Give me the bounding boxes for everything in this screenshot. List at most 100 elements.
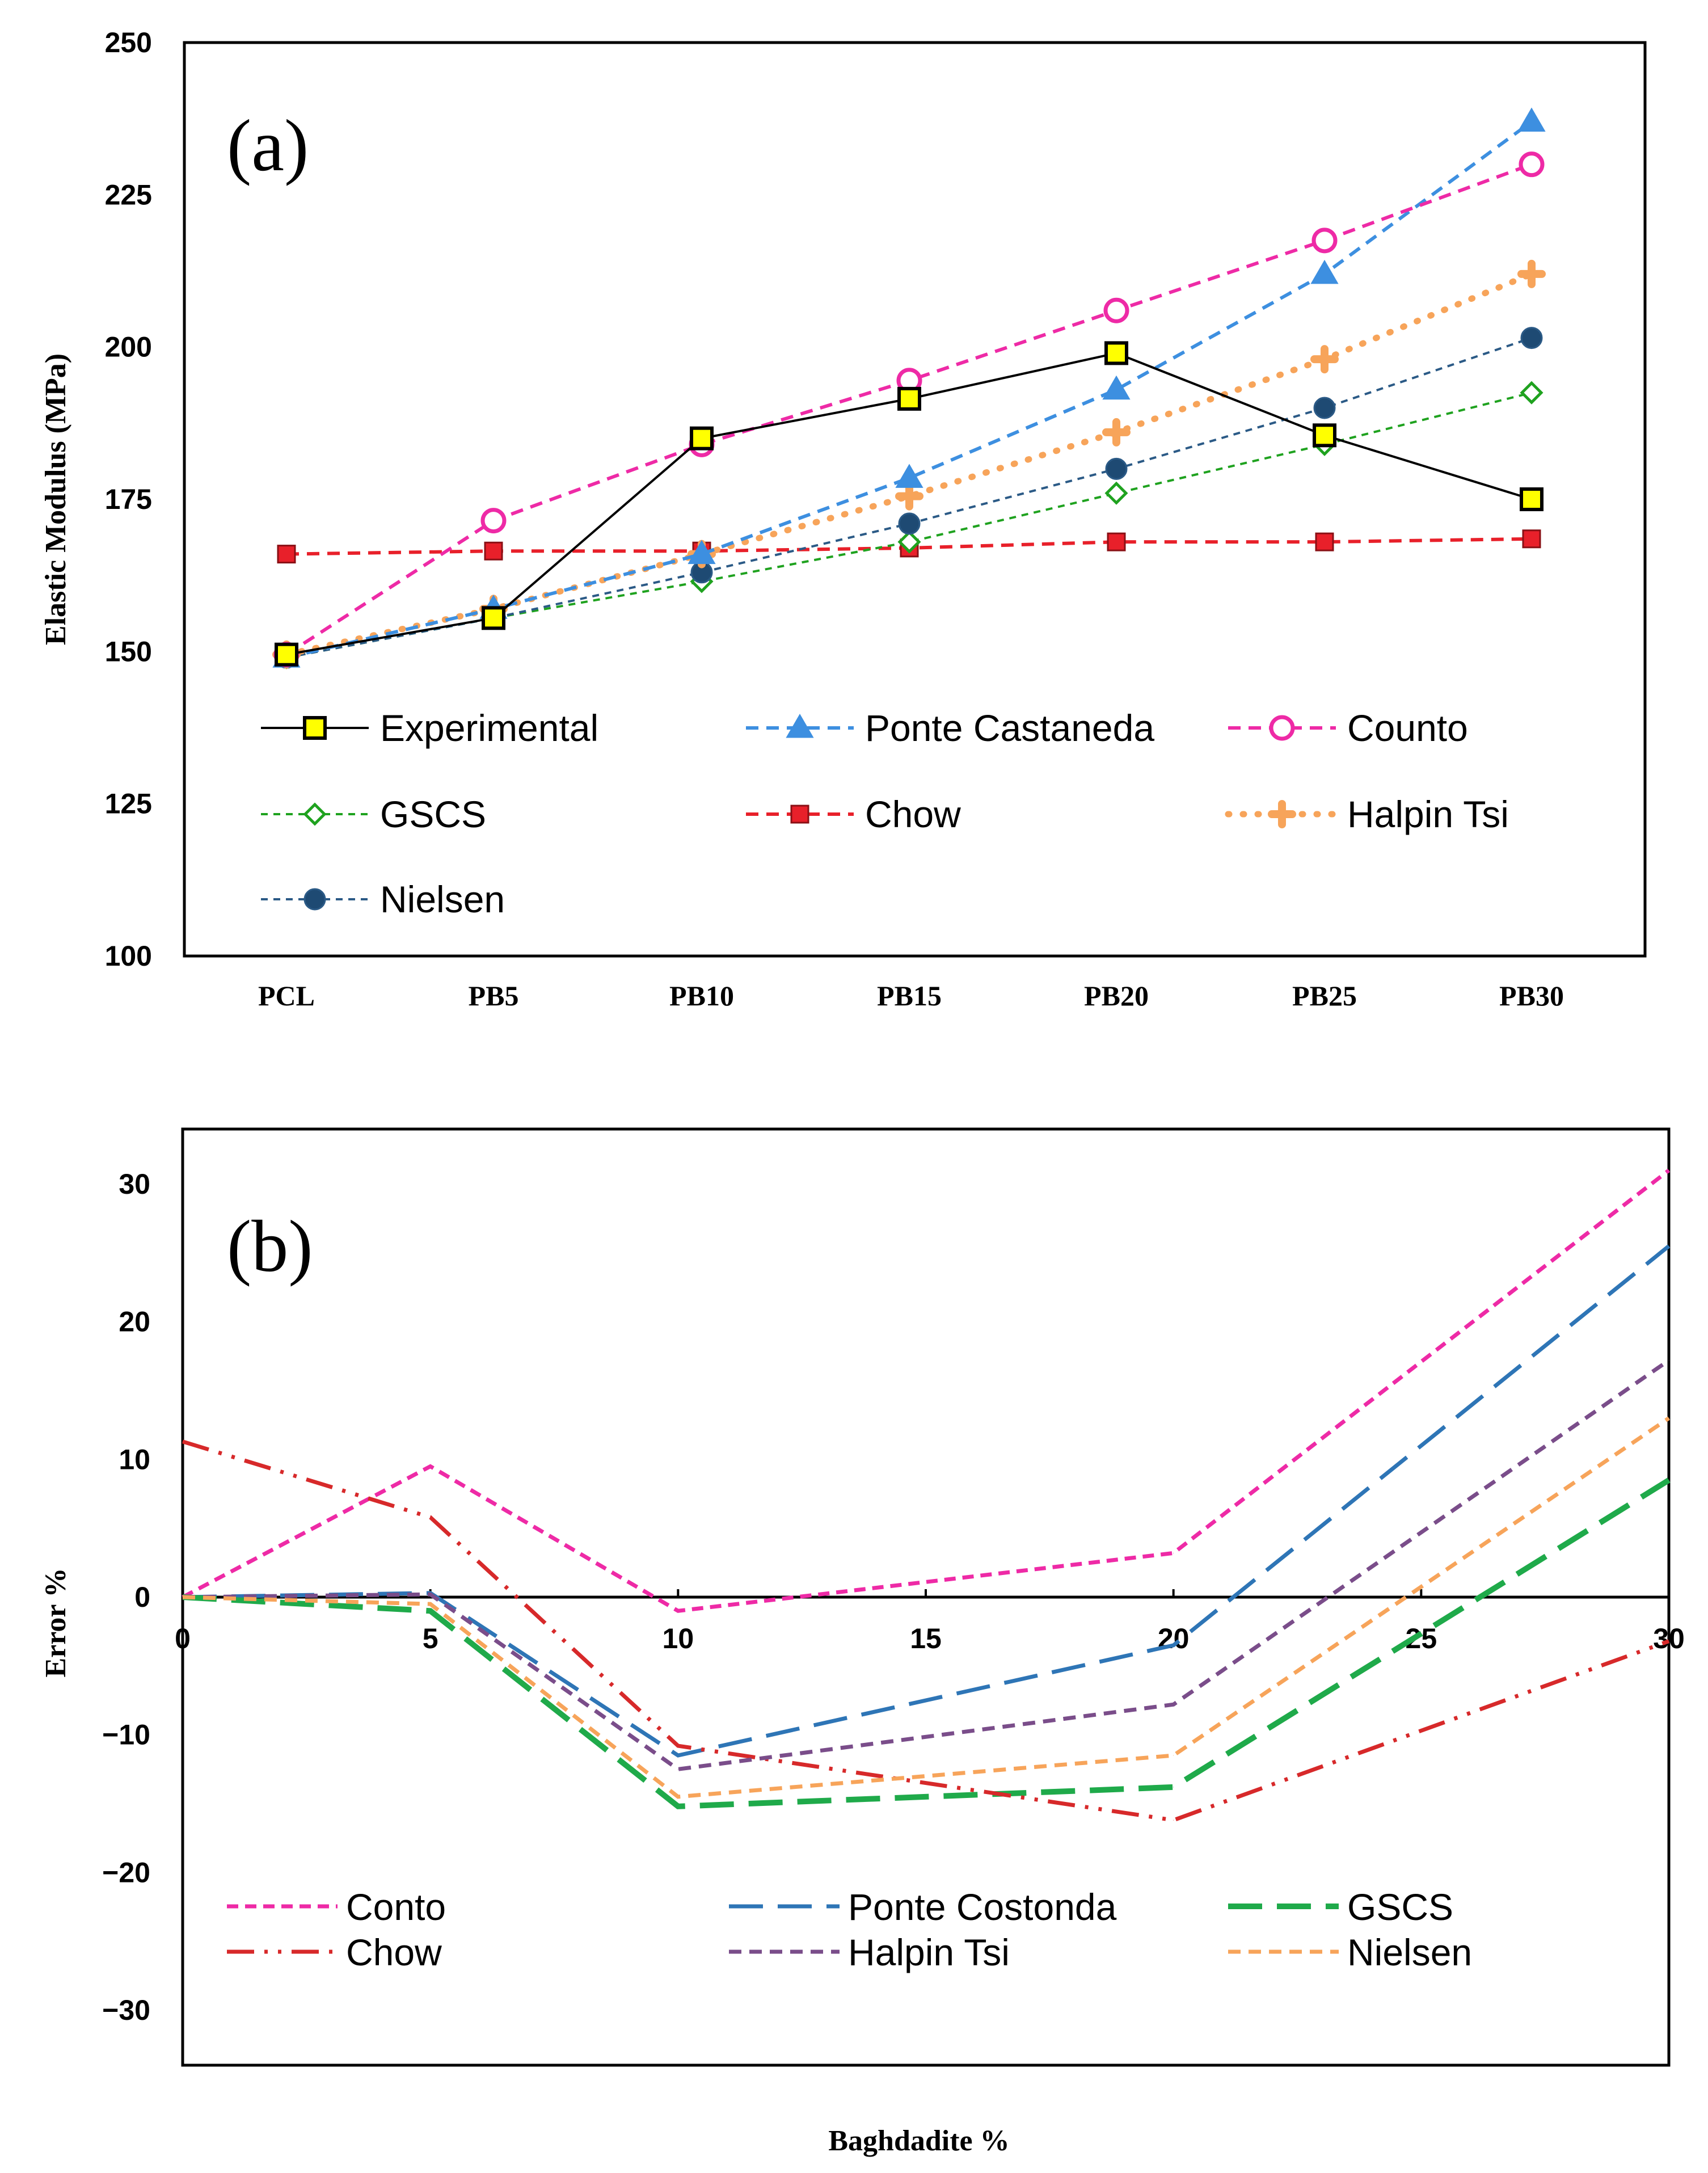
chart-a: 100 125 150 175 200 225 250 PCL PB5 PB10 PB15 PB20… [40, 27, 1647, 1012]
legend-item-ponte-costonda: Ponte Costonda [729, 1886, 1117, 1928]
legend-label-nielsen: Nielsen [380, 878, 505, 920]
legend-label-gscs: GSCS [1347, 1886, 1453, 1928]
chart-b-y-tick-label: 0 [134, 1581, 150, 1613]
legend-label-halpin-tsi: Halpin Tsi [1347, 793, 1509, 835]
chart-a-y-tick-label: 150 [105, 635, 152, 667]
legend-item-halpin-tsi: Halpin Tsi [729, 1931, 1010, 1973]
chart-a-x-tick-label: PB15 [877, 980, 942, 1012]
chart-b-y-tick-label: 20 [119, 1306, 150, 1338]
data-point-chow [1522, 529, 1541, 549]
chart-b-y-tick-label: −30 [102, 1994, 150, 2026]
series-line-halpin-tsi [182, 1358, 1670, 1771]
chart-a-x-tick-label: PB30 [1499, 980, 1564, 1012]
legend-item-counto: Counto [1228, 707, 1468, 749]
chart-a-y-axis-title: Elastic Modulus (MPa) [40, 353, 72, 645]
chart-b-series [182, 1169, 1671, 1822]
chart-a-x-tick-label: PCL [258, 980, 315, 1012]
chart-b-x-tick-label: 15 [910, 1623, 942, 1654]
data-point-ponte-castaneda [895, 464, 923, 488]
chart-b-y-axis-title: Error % [40, 1568, 72, 1677]
data-point-counto [480, 508, 507, 534]
series-halpin-tsi [182, 1358, 1670, 1771]
data-point-halpin-tsi [895, 482, 923, 511]
data-point-halpin-tsi [1102, 418, 1131, 447]
data-point-chow [1173, 1820, 1174, 1821]
legend-marker-counto [1269, 715, 1295, 741]
chart-b-x-tick-label: 0 [175, 1623, 191, 1654]
legend-item-gscs: GSCS [261, 793, 486, 835]
chart-a-y-tick-label: 175 [105, 483, 152, 515]
chart-b-legend: Conto Ponte Costonda GSCS Chow Halpin Tsi Nie… [227, 1886, 1472, 1973]
data-point-nielsen [430, 1603, 431, 1605]
data-point-chow [277, 545, 296, 564]
legend-label-ponte-costonda: Ponte Costonda [848, 1886, 1117, 1928]
legend-label-ponte-castaneda: Ponte Castaneda [865, 707, 1154, 749]
data-point-nielsen [1520, 327, 1543, 349]
chart-a-legend: Experimental Ponte Castaneda Counto GSCS Cho… [261, 707, 1509, 920]
data-point-ponte-castaneda [1102, 375, 1131, 400]
data-point-chow [430, 1517, 431, 1518]
chart-a-y-axis: 100 125 150 175 200 225 250 [105, 27, 152, 972]
chart-a-y-tick-label: 225 [105, 179, 152, 210]
legend-label-gscs: GSCS [380, 793, 486, 835]
data-point-counto [1103, 297, 1129, 323]
chart-a-y-tick-label: 125 [105, 788, 152, 820]
data-point-experimental [1104, 341, 1128, 365]
data-point-conto [430, 1465, 431, 1467]
data-point-experimental [897, 386, 921, 411]
chart-a-y-tick-label: 250 [105, 27, 152, 58]
data-point-gscs [897, 530, 921, 554]
chart-a-panel-label: (a) [227, 105, 309, 187]
chart-b-y-tick-label: −10 [102, 1719, 150, 1751]
legend-marker-nielsen [303, 888, 326, 911]
series-chow [182, 1439, 1670, 1822]
chart-b-y-tick-label: 10 [119, 1443, 150, 1475]
legend-marker-halpin-tsi [1268, 800, 1296, 828]
data-point-nielsen [1173, 1755, 1174, 1756]
chart-b-x-axis: 0 5 10 15 20 25 30 [175, 1589, 1685, 1654]
chart-a-x-tick-label: PB10 [669, 980, 734, 1012]
data-point-gscs [1104, 481, 1128, 505]
legend-item-experimental: Experimental [261, 707, 598, 749]
data-point-ponte-castaneda [688, 540, 716, 565]
legend-item-chow: Chow [227, 1931, 442, 1973]
legend-marker-gscs [303, 802, 327, 826]
chart-b-x-tick-label: 10 [663, 1623, 694, 1654]
chart-b-panel-label: (b) [227, 1206, 313, 1287]
chart-b-x-axis-title: Baghdadite % [828, 2125, 1009, 2157]
data-point-chow [1107, 532, 1126, 551]
data-point-halpin-tsi [1173, 1704, 1174, 1705]
chart-a-x-tick-label: PB25 [1292, 980, 1357, 1012]
legend-label-chow: Chow [865, 793, 961, 835]
data-point-experimental [690, 426, 714, 450]
data-point-experimental [1313, 423, 1336, 448]
data-point-experimental [482, 606, 505, 630]
chart-a-x-axis: PCL PB5 PB10 PB15 PB20 PB25 PB30 [258, 980, 1564, 1012]
chart-b-y-tick-label: 30 [119, 1168, 150, 1200]
data-point-experimental [275, 642, 298, 667]
data-point-chow [484, 541, 503, 561]
data-point-ponte-castaneda [1517, 107, 1546, 132]
data-point-counto [1311, 228, 1338, 254]
legend-item-conto: Conto [227, 1886, 446, 1928]
legend-item-nielsen: Nielsen [1228, 1931, 1472, 1973]
series-experimental [275, 341, 1543, 667]
legend-marker-chow [790, 805, 809, 824]
data-point-experimental [1520, 487, 1543, 511]
series-nielsen [182, 1416, 1670, 1799]
legend-marker-ponte-castaneda [786, 714, 814, 738]
legend-item-ponte-castaneda: Ponte Castaneda [746, 707, 1154, 749]
chart-a-series [272, 107, 1546, 669]
data-point-nielsen [1313, 397, 1336, 419]
data-point-nielsen [898, 512, 921, 535]
legend-label-counto: Counto [1347, 707, 1468, 749]
chart-a-y-tick-label: 100 [105, 940, 152, 972]
chart-a-y-tick-label: 200 [105, 331, 152, 363]
legend-marker-experimental [303, 716, 327, 740]
legend-item-nielsen: Nielsen [261, 878, 505, 920]
chart-a-x-tick-label: PB20 [1084, 980, 1149, 1012]
data-point-chow [1315, 532, 1334, 551]
chart-b-y-tick-label: −20 [102, 1856, 150, 1888]
